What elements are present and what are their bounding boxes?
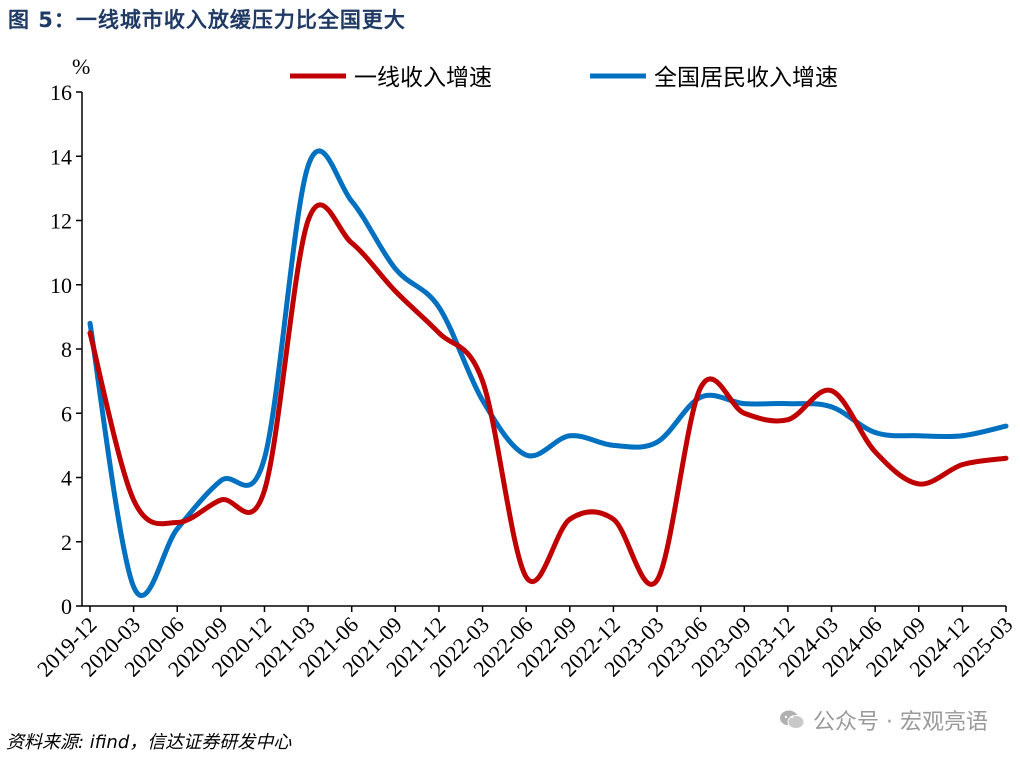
series-lines — [87, 148, 1009, 599]
y-axis-ticks: 0 2 4 6 8 10 12 14 16 — [50, 80, 82, 619]
y-tick-label: 14 — [50, 144, 72, 169]
y-tick-label: 12 — [50, 209, 72, 234]
y-tick-label: 16 — [50, 80, 72, 105]
y-tick-label: 2 — [61, 530, 72, 555]
series-line-national — [87, 148, 1009, 599]
y-tick-label: 6 — [61, 401, 72, 426]
figure-title: 图 5：一线城市收入放缓压力比全国更大 — [8, 8, 406, 32]
watermark-text: 公众号 · 宏观亮语 — [813, 710, 988, 735]
y-tick-label: 8 — [61, 337, 72, 362]
series-line-first-tier — [87, 202, 1009, 587]
x-axis-ticks: 2019-122020-032020-062020-092020-122021-… — [32, 606, 1018, 681]
legend-label: 一线收入增速 — [354, 65, 492, 91]
chart-axes — [81, 92, 1006, 607]
chart-legend: 一线收入增速 全国居民收入增速 — [290, 65, 838, 91]
legend-label: 全国居民收入增速 — [654, 65, 838, 91]
source-note: 资料来源: ifind，信达证券研发中心 — [6, 732, 292, 753]
wechat-icon — [780, 710, 805, 729]
y-tick-label: 0 — [61, 594, 72, 619]
y-axis-unit-label: % — [72, 54, 90, 79]
y-tick-label: 10 — [50, 273, 72, 298]
watermark: 公众号 · 宏观亮语 — [779, 704, 988, 736]
y-tick-label: 4 — [61, 466, 72, 491]
